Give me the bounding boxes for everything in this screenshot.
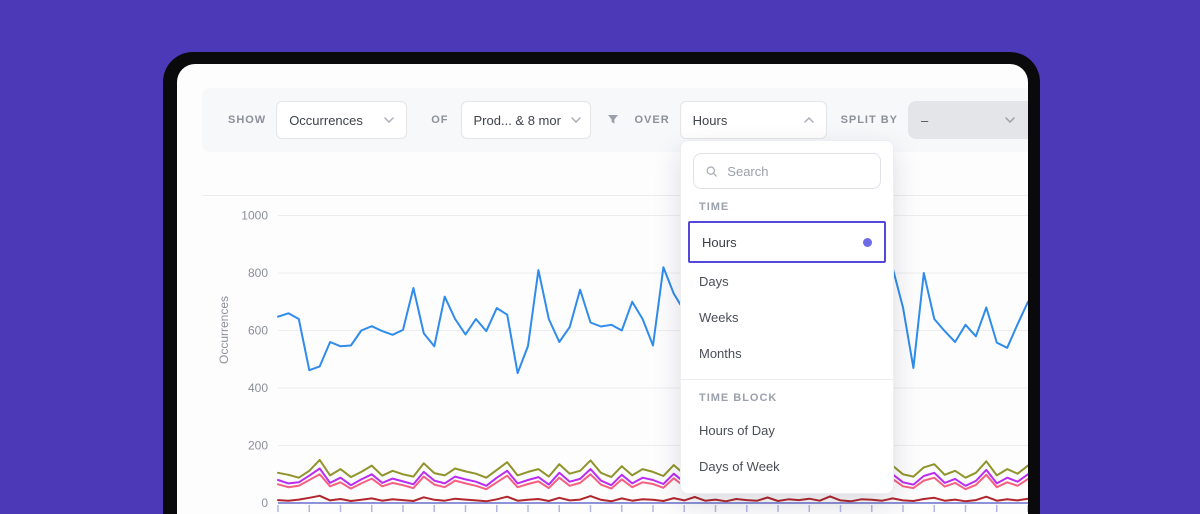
over-select-value: Hours (692, 112, 728, 128)
search-icon (706, 165, 717, 177)
show-select-value: Occurrences (289, 112, 363, 128)
search-input[interactable] (727, 163, 868, 179)
svg-text:400: 400 (248, 381, 268, 395)
dropdown-item-hours-of-day[interactable]: Hours of Day (699, 422, 775, 438)
of-label: OF (431, 114, 449, 126)
over-label: OVER (634, 114, 670, 126)
chevron-up-icon (803, 117, 814, 123)
dropdown-item-days-of-week[interactable]: Days of Week (699, 458, 780, 474)
filter-funnel-icon[interactable] (607, 114, 619, 126)
svg-text:1000: 1000 (241, 209, 268, 223)
svg-text:Occurrences: Occurrences (217, 296, 231, 364)
chart-panel-divider (202, 195, 1028, 196)
chevron-down-icon (384, 117, 394, 123)
line-chart: 0 200 400 600 800 1000 Occurrences (217, 209, 1028, 512)
dropdown-item-days[interactable]: Days (699, 273, 729, 289)
app-screen: SHOW Occurrences OF Prod... & 8 mor OVER… (177, 64, 1028, 514)
dropdown-section-divider (681, 379, 893, 380)
dropdown-item-weeks[interactable]: Weeks (699, 309, 739, 325)
selected-dot-icon (863, 237, 872, 247)
of-select-value: Prod... & 8 mor (473, 112, 561, 128)
split-by-select-value: – (921, 112, 929, 128)
dropdown-item-hours[interactable]: Hours (688, 221, 886, 263)
show-label: SHOW (228, 114, 267, 126)
show-select[interactable]: Occurrences (276, 101, 408, 139)
query-toolbar: SHOW Occurrences OF Prod... & 8 mor OVER… (202, 88, 1028, 152)
split-by-label: SPLIT BY (840, 114, 898, 126)
svg-text:0: 0 (261, 496, 268, 510)
section-header-time-block: TIME BLOCK (699, 392, 778, 404)
chevron-down-icon (571, 117, 581, 123)
split-by-select[interactable]: – (908, 101, 1028, 139)
over-select[interactable]: Hours (679, 101, 827, 139)
svg-text:200: 200 (248, 439, 268, 453)
dropdown-item-months[interactable]: Months (699, 345, 742, 361)
device-frame: SHOW Occurrences OF Prod... & 8 mor OVER… (163, 52, 1040, 514)
over-dropdown-menu: TIME Hours Days Weeks Months TIME BLOCK … (680, 140, 894, 494)
chevron-down-icon (1005, 117, 1015, 123)
of-select[interactable]: Prod... & 8 mor (460, 101, 591, 139)
svg-text:600: 600 (248, 324, 268, 338)
section-header-time: TIME (699, 201, 730, 213)
svg-text:800: 800 (248, 266, 268, 280)
dropdown-search[interactable] (693, 153, 881, 189)
